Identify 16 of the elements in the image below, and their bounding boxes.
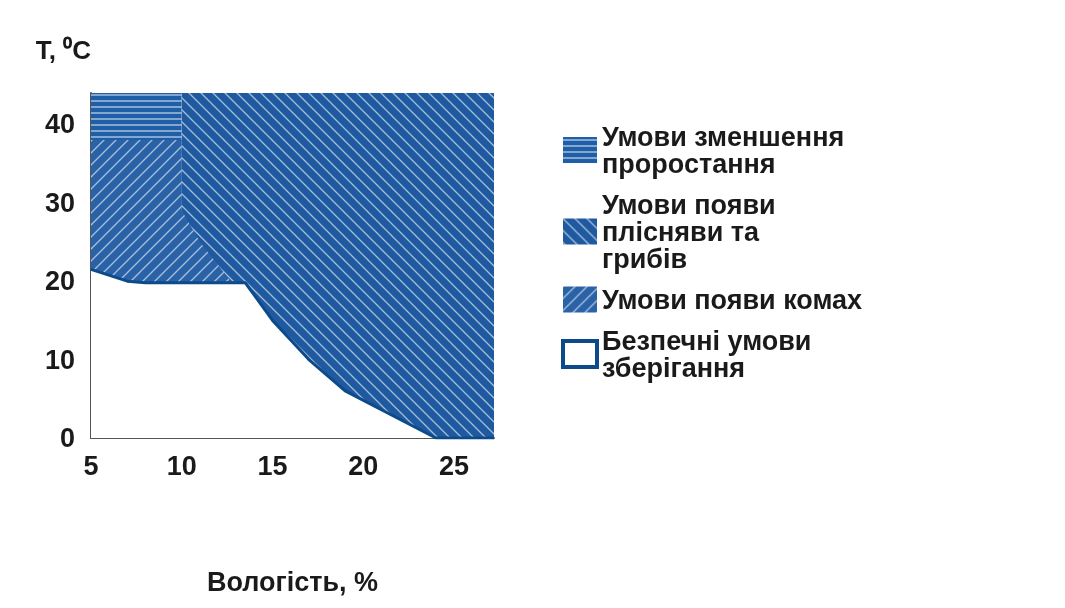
legend-label: Безпечні умови зберігання — [602, 325, 819, 383]
x-axis-title: Вологість, % — [206, 566, 379, 597]
y-tick-label: 20 — [44, 266, 75, 297]
y-tick-label: 40 — [44, 109, 75, 140]
y-axis-title: T, ⁰C — [35, 35, 92, 65]
x-tick-label: 25 — [439, 450, 470, 481]
legend-label: Умови появи комах — [602, 284, 863, 315]
x-tick-label: 15 — [257, 450, 288, 481]
y-tick-label: 30 — [44, 187, 75, 218]
legend-label: Умови появи плісняви та грибів — [602, 189, 784, 274]
y-tick-label: 10 — [44, 344, 75, 375]
x-tick-label: 20 — [348, 450, 379, 481]
x-tick-label: 10 — [166, 450, 197, 481]
y-tick-label: 0 — [59, 423, 75, 453]
x-tick-label: 5 — [83, 450, 99, 481]
legend-label: Умови зменшення проростання — [602, 121, 852, 179]
